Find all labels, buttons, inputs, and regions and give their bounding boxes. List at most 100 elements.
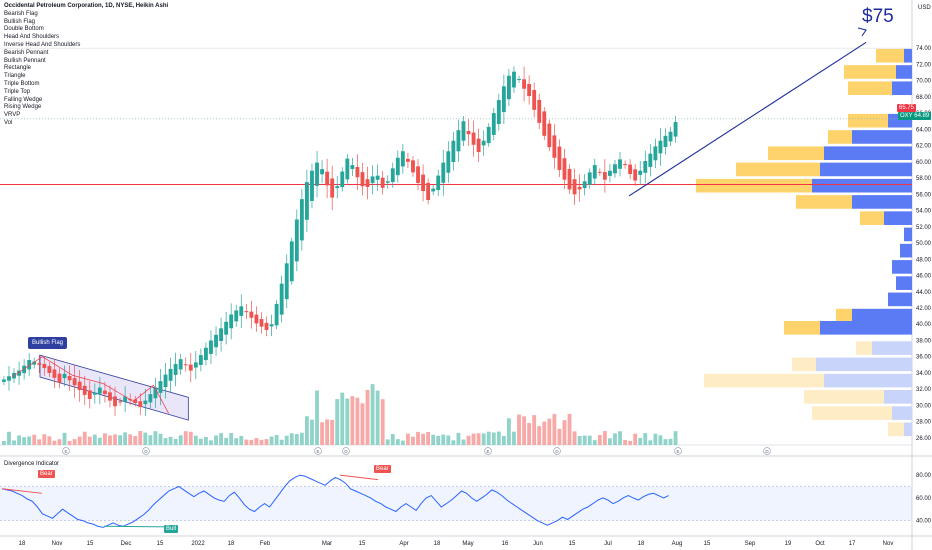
volume-bar [355, 397, 360, 445]
volume-bar [92, 434, 97, 445]
volume-bar [476, 433, 481, 445]
legend-item[interactable]: Bullish Pennant [4, 57, 46, 64]
legend-item[interactable]: VRVP [4, 112, 21, 119]
x-tick-label: 18 [638, 541, 645, 547]
candle-body [501, 86, 506, 113]
volume-bar [138, 431, 143, 445]
volume-bar [269, 436, 274, 445]
volume-bar [436, 435, 441, 445]
legend-item[interactable]: Head And Shoulders [4, 34, 60, 41]
target-arrowhead [857, 27, 867, 37]
target-trendline [628, 41, 867, 197]
volume-bar [97, 437, 102, 445]
volume-bar [178, 435, 183, 445]
legend-item[interactable]: Rising Wedge [4, 104, 42, 111]
volume-bar [365, 389, 370, 445]
volume-bar [27, 436, 32, 445]
vrvp-up-bar [892, 260, 912, 274]
y-tick-label: 38.00 [916, 338, 932, 344]
event-marker-letter: D [144, 449, 148, 454]
event-marker [763, 447, 771, 455]
candle-body [592, 165, 597, 179]
volume-bar [668, 438, 673, 445]
volume-bar [406, 433, 410, 445]
candle-body [92, 392, 97, 395]
candle-body [289, 241, 294, 282]
x-tick-label: Oct [815, 541, 825, 547]
vrvp-down-bar [856, 341, 872, 355]
x-tick-label: Nov [52, 541, 63, 547]
x-tick-label: Jun [533, 541, 543, 547]
y-tick-label: 50.00 [916, 241, 932, 247]
candle-body [118, 401, 122, 403]
volume-bar [32, 434, 37, 445]
x-tick-label: Nov [883, 541, 894, 547]
volume-bar [597, 435, 602, 445]
x-tick-label: 18 [228, 541, 235, 547]
candle-body [582, 181, 587, 189]
candle-body [557, 146, 562, 170]
candle-body [597, 171, 602, 173]
y-tick-label: 58.00 [916, 176, 932, 182]
vrvp-up-bar [896, 65, 912, 79]
volume-bar [512, 431, 516, 445]
event-marker [314, 447, 322, 455]
volume-bar [602, 431, 607, 445]
volume-bar [183, 431, 188, 445]
legend-item[interactable]: Inverse Head And Shoulders [4, 41, 81, 48]
candle-body [17, 370, 21, 376]
vrvp-up-bar [820, 320, 912, 335]
vrvp-up-bar [872, 341, 912, 355]
candle-body [72, 378, 77, 386]
candle-body [365, 179, 370, 187]
candle-body [395, 157, 400, 176]
candle-body [87, 390, 92, 399]
candle-body [103, 390, 107, 395]
vrvp-up-bar [852, 130, 912, 144]
legend-item[interactable]: Bearish Pennant [4, 49, 49, 56]
candle-body [426, 182, 431, 200]
legend-item[interactable]: Double Bottom [4, 26, 44, 33]
volume-bar [592, 440, 597, 445]
volume-bar [320, 422, 324, 445]
candle-body [668, 131, 673, 142]
candle-body [320, 169, 324, 175]
candle-body [234, 310, 239, 322]
vrvp-up-bar [884, 390, 912, 404]
x-tick-label: 15 [569, 541, 576, 547]
candle-body [42, 363, 47, 369]
legend-item[interactable]: Falling Wedge [4, 96, 43, 103]
candle-body [537, 99, 542, 123]
candle-body [315, 162, 319, 186]
legend-item[interactable]: Rectangle [4, 65, 32, 72]
vrvp-down-bar [804, 390, 884, 404]
candle-body [522, 79, 526, 89]
legend-item[interactable]: Vol [4, 119, 13, 126]
volume-bar [325, 419, 330, 445]
candle-body [310, 170, 314, 201]
candle-body [148, 394, 153, 403]
legend-item[interactable]: Bullish Flag [4, 18, 36, 25]
volume-bar [198, 438, 203, 445]
legend-item[interactable]: Bearish Flag [4, 10, 38, 17]
bullish-flag-label[interactable]: Bullish Flag [28, 337, 68, 349]
candle-body [158, 381, 163, 393]
vrvp-up-bar [904, 227, 912, 242]
x-tick-label: 15 [157, 541, 164, 547]
x-tick-label: Sep [745, 541, 756, 547]
candle-body [400, 151, 405, 167]
volume-bar [52, 440, 57, 445]
volume-bar [254, 437, 259, 445]
legend-item[interactable]: Triple Bottom [4, 80, 40, 87]
candle-body [481, 140, 486, 146]
vrvp-down-bar [768, 146, 824, 161]
volume-bar [315, 390, 319, 445]
vrvp-down-bar [704, 373, 824, 388]
candle-body [97, 387, 102, 394]
price-target-label[interactable]: $75 [862, 6, 894, 27]
legend-item[interactable]: Triple Top [4, 88, 31, 95]
candle-body [77, 381, 82, 391]
candle-body [552, 135, 557, 158]
legend-item[interactable]: Triangle [4, 73, 26, 80]
